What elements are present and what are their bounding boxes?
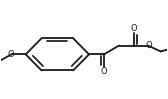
Text: O: O xyxy=(146,41,152,50)
Text: O: O xyxy=(7,50,14,59)
Text: O: O xyxy=(101,67,107,76)
Text: O: O xyxy=(131,24,137,33)
